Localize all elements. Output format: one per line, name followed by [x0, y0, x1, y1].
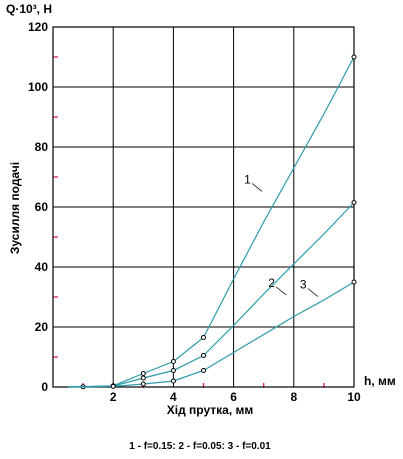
x-tick-label: 6: [230, 390, 237, 404]
x-tick-label: 10: [347, 390, 361, 404]
data-point: [201, 368, 206, 373]
series-2: 2: [67, 200, 357, 389]
data-point: [201, 335, 206, 340]
y-tick-label: 120: [28, 20, 48, 34]
data-point: [201, 353, 206, 358]
x-tick-label: 2: [110, 390, 117, 404]
series-label-3: 3: [300, 278, 307, 292]
y-tick-label: 60: [35, 200, 49, 214]
series-leader-2: [275, 286, 287, 296]
y-axis-label: Зусилля подачі: [8, 162, 22, 254]
series-leader-3: [307, 288, 319, 297]
data-point: [170, 368, 176, 373]
data-point: [351, 200, 357, 205]
data-point: [351, 54, 357, 60]
series-label-1: 1: [244, 173, 251, 187]
x-axis-right-label: h, мм: [364, 374, 396, 388]
data-point: [170, 378, 176, 384]
data-point: [170, 359, 176, 364]
x-tick-label: 8: [290, 390, 297, 404]
y-tick-label: 100: [28, 80, 48, 94]
y-tick-label: 0: [41, 380, 48, 394]
minor-ticks: [53, 56, 325, 388]
data-point: [110, 383, 116, 389]
y-tick-label: 40: [35, 260, 49, 274]
grid: [53, 27, 354, 387]
series-3: 3: [67, 278, 357, 389]
y-tick-label: 80: [35, 140, 49, 154]
y-tick-label: 20: [35, 320, 49, 334]
series-1: 1: [67, 54, 357, 390]
series-line-1: [67, 56, 355, 388]
x-axis-label: Хід прутка, мм: [167, 403, 254, 417]
axes: [52, 26, 355, 388]
y-axis-top-label: Q·10³, Н: [6, 2, 52, 16]
data-point: [351, 279, 357, 285]
x-tick-label: 4: [170, 390, 177, 404]
series-layer: 1 2 3: [67, 54, 357, 390]
series-line-2: [67, 202, 355, 388]
data-point: [140, 371, 146, 376]
tick-labels: 0 20 40 60 80 100 120 2 4 6 8 10: [28, 20, 361, 404]
series-label-2: 2: [268, 276, 275, 290]
series-leader-1: [251, 183, 263, 192]
plot-frame: [52, 26, 355, 388]
series-line-3: [67, 281, 355, 388]
data-point: [140, 375, 146, 381]
data-point: [140, 381, 146, 387]
legend: 1 - f=0.15: 2 - f=0.05: 3 - f=0.01: [129, 441, 271, 452]
